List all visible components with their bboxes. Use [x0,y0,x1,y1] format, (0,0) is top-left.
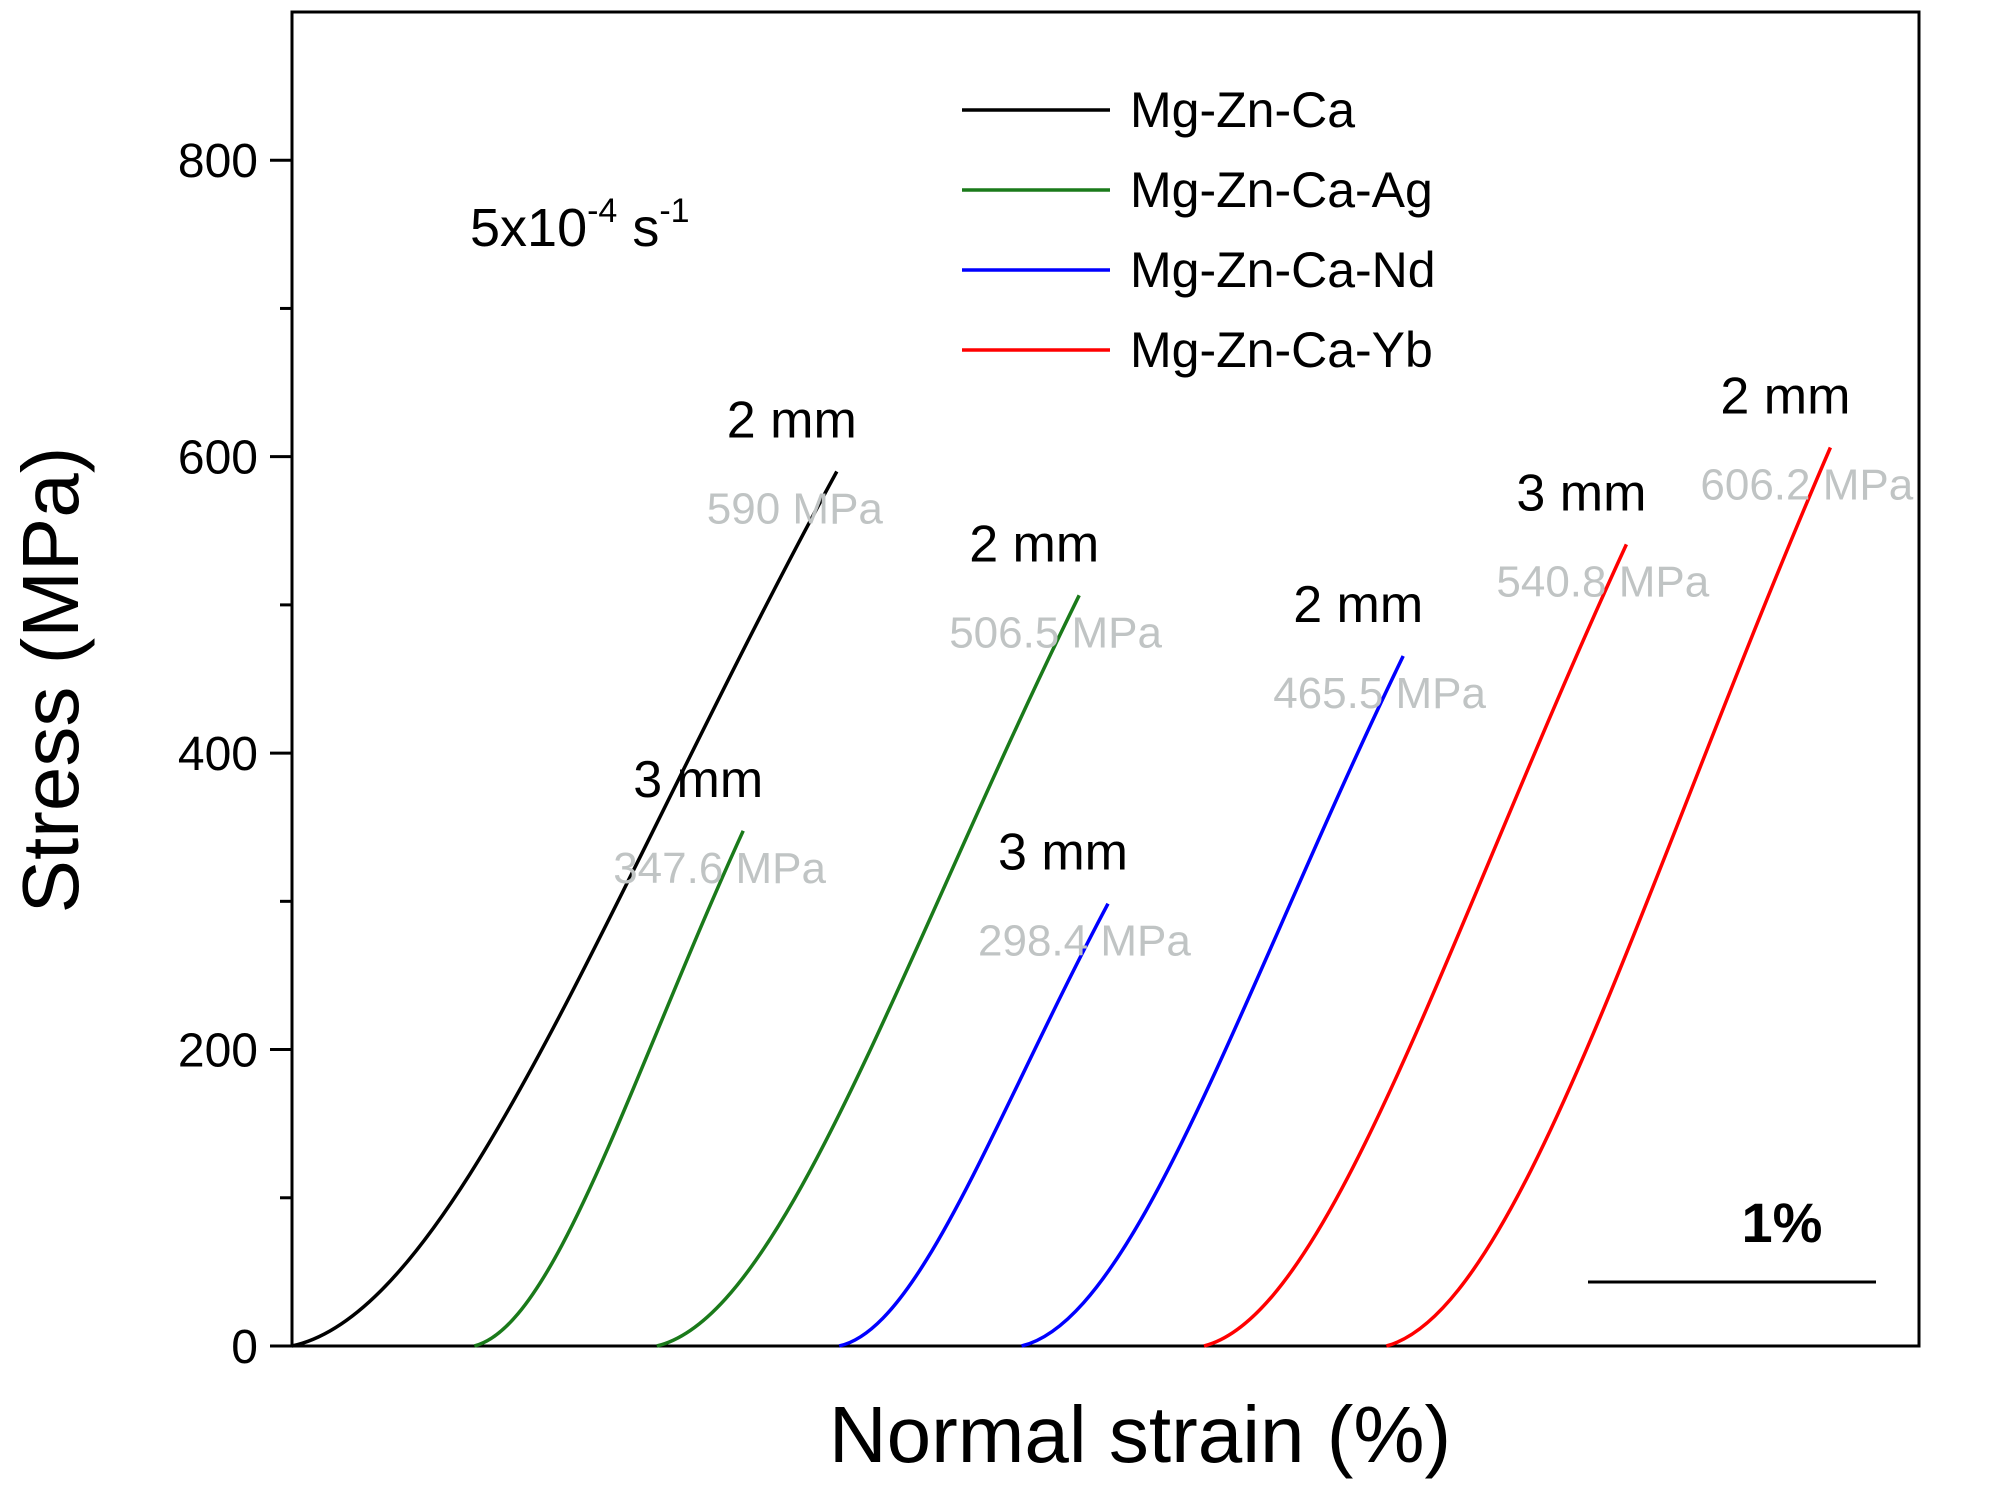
axes [290,10,1921,1348]
stress-strain-curve [838,902,1110,1348]
strength-value-label: 590 MPa [707,484,884,533]
y-tick-label: 800 [178,135,258,188]
y-tick-label: 400 [178,728,258,781]
strength-value-label: 465.5 MPa [1273,669,1486,718]
strength-value-label: 606.2 MPa [1700,460,1913,509]
specimen-size-label: 2 mm [1720,367,1850,425]
strain-rate-label: 5x10-4 s-1 [470,192,690,258]
specimen-size-label: 3 mm [1516,464,1646,522]
strength-value-label: 506.5 MPa [949,608,1162,657]
strain-rate-exponent: -4 [587,192,617,230]
legend-label: Mg-Zn-Ca-Yb [1130,322,1433,378]
strain-rate-base: 5x10 [470,198,587,258]
stress-strain-curve [656,594,1081,1348]
y-tick-label: 0 [231,1321,258,1374]
legend: Mg-Zn-Ca Mg-Zn-Ca-Ag Mg-Zn-Ca-Nd Mg-Zn-Ca-Y… [962,82,1436,378]
specimen-size-label: 2 mm [969,515,1099,573]
specimen-size-label: 3 mm [633,751,763,809]
specimen-size-label: 3 mm [998,824,1128,882]
strength-value-label: 347.6 MPa [613,844,826,893]
stress-strain-curve [473,830,745,1348]
strain-rate-unit-exponent: -1 [659,192,689,230]
strength-value-label: 298.4 MPa [978,917,1191,966]
y-tick-label: 600 [178,432,258,485]
x-axis-title: Normal strain (%) [829,1390,1451,1479]
legend-label: Mg-Zn-Ca [1130,82,1355,138]
curves [291,446,1833,1348]
specimen-size-label: 2 mm [1293,576,1423,634]
stress-strain-curve [291,470,839,1348]
y-tick-label: 200 [178,1025,258,1078]
scale-bar-label: 1% [1742,1191,1823,1254]
y-axis-ticks: 0 200 400 600 800 [178,135,292,1374]
stress-strain-curve [1203,543,1628,1348]
legend-label: Mg-Zn-Ca-Nd [1130,242,1436,298]
stress-strain-curve [1021,655,1405,1348]
strain-rate-unit: s [617,198,659,258]
plot-frame [290,10,1921,1348]
y-axis-title: Stress (MPa) [6,447,95,914]
specimen-size-label: 2 mm [727,391,857,449]
legend-label: Mg-Zn-Ca-Ag [1130,162,1433,218]
scale-bar: 1% [1588,1191,1876,1284]
stress-strain-curve [1385,446,1833,1348]
curve-labels: 2 mm 590 MPa 3 mm 347.6 MPa 2 mm 506.5 MPa 3 m… [613,367,1914,965]
strength-value-label: 540.8 MPa [1496,557,1709,606]
